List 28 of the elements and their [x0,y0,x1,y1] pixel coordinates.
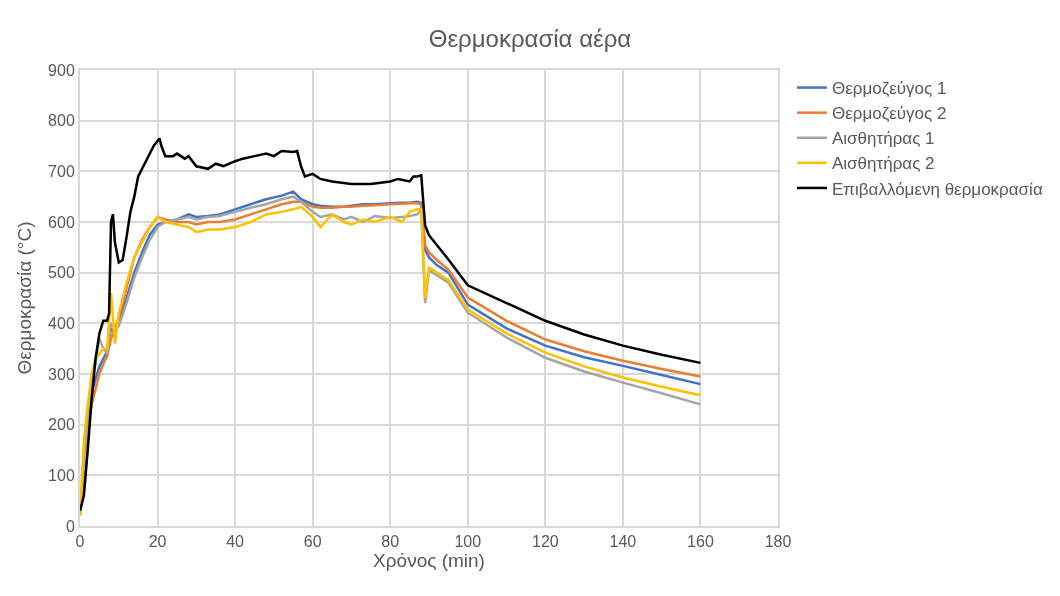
y-tick-label: 800 [48,112,75,130]
x-axis-title: Χρόνος (min) [373,550,485,572]
y-tick-label: 300 [48,365,75,383]
y-tick-label: 600 [48,213,75,231]
y-tick-label: 100 [48,466,75,484]
y-axis-title: Θερμοκρασία (°C) [14,221,35,375]
x-tick-label: 180 [764,533,792,551]
y-tick-label: 200 [48,416,75,434]
y-tick-label: 0 [65,517,75,535]
x-tick-label: 100 [454,533,482,551]
legend-label: Θερμοζεύγος 1 [831,79,947,99]
y-tick-label: 400 [48,314,75,332]
legend-label: Αισθητήρας 2 [831,154,935,174]
x-tick-label: 20 [148,533,167,551]
legend-label: Αισθητήρας 1 [831,129,935,149]
x-tick-label: 160 [687,533,714,551]
legend-label: Επιβαλλόμενη θερμοκρασία [831,179,1043,199]
x-tick-label: 80 [381,533,400,551]
y-tick-label: 700 [48,162,75,180]
x-tick-label: 60 [303,533,322,551]
x-tick-label: 120 [531,533,559,551]
chart-title: Θερμοκρασία αέρα [428,24,632,52]
x-tick-label: 40 [226,533,245,551]
line-series [80,137,702,513]
y-tick-label: 900 [48,61,75,79]
y-tick-label: 500 [48,264,75,282]
x-tick-label: 140 [609,533,637,551]
legend-label: Θερμοζεύγος 2 [831,104,947,124]
